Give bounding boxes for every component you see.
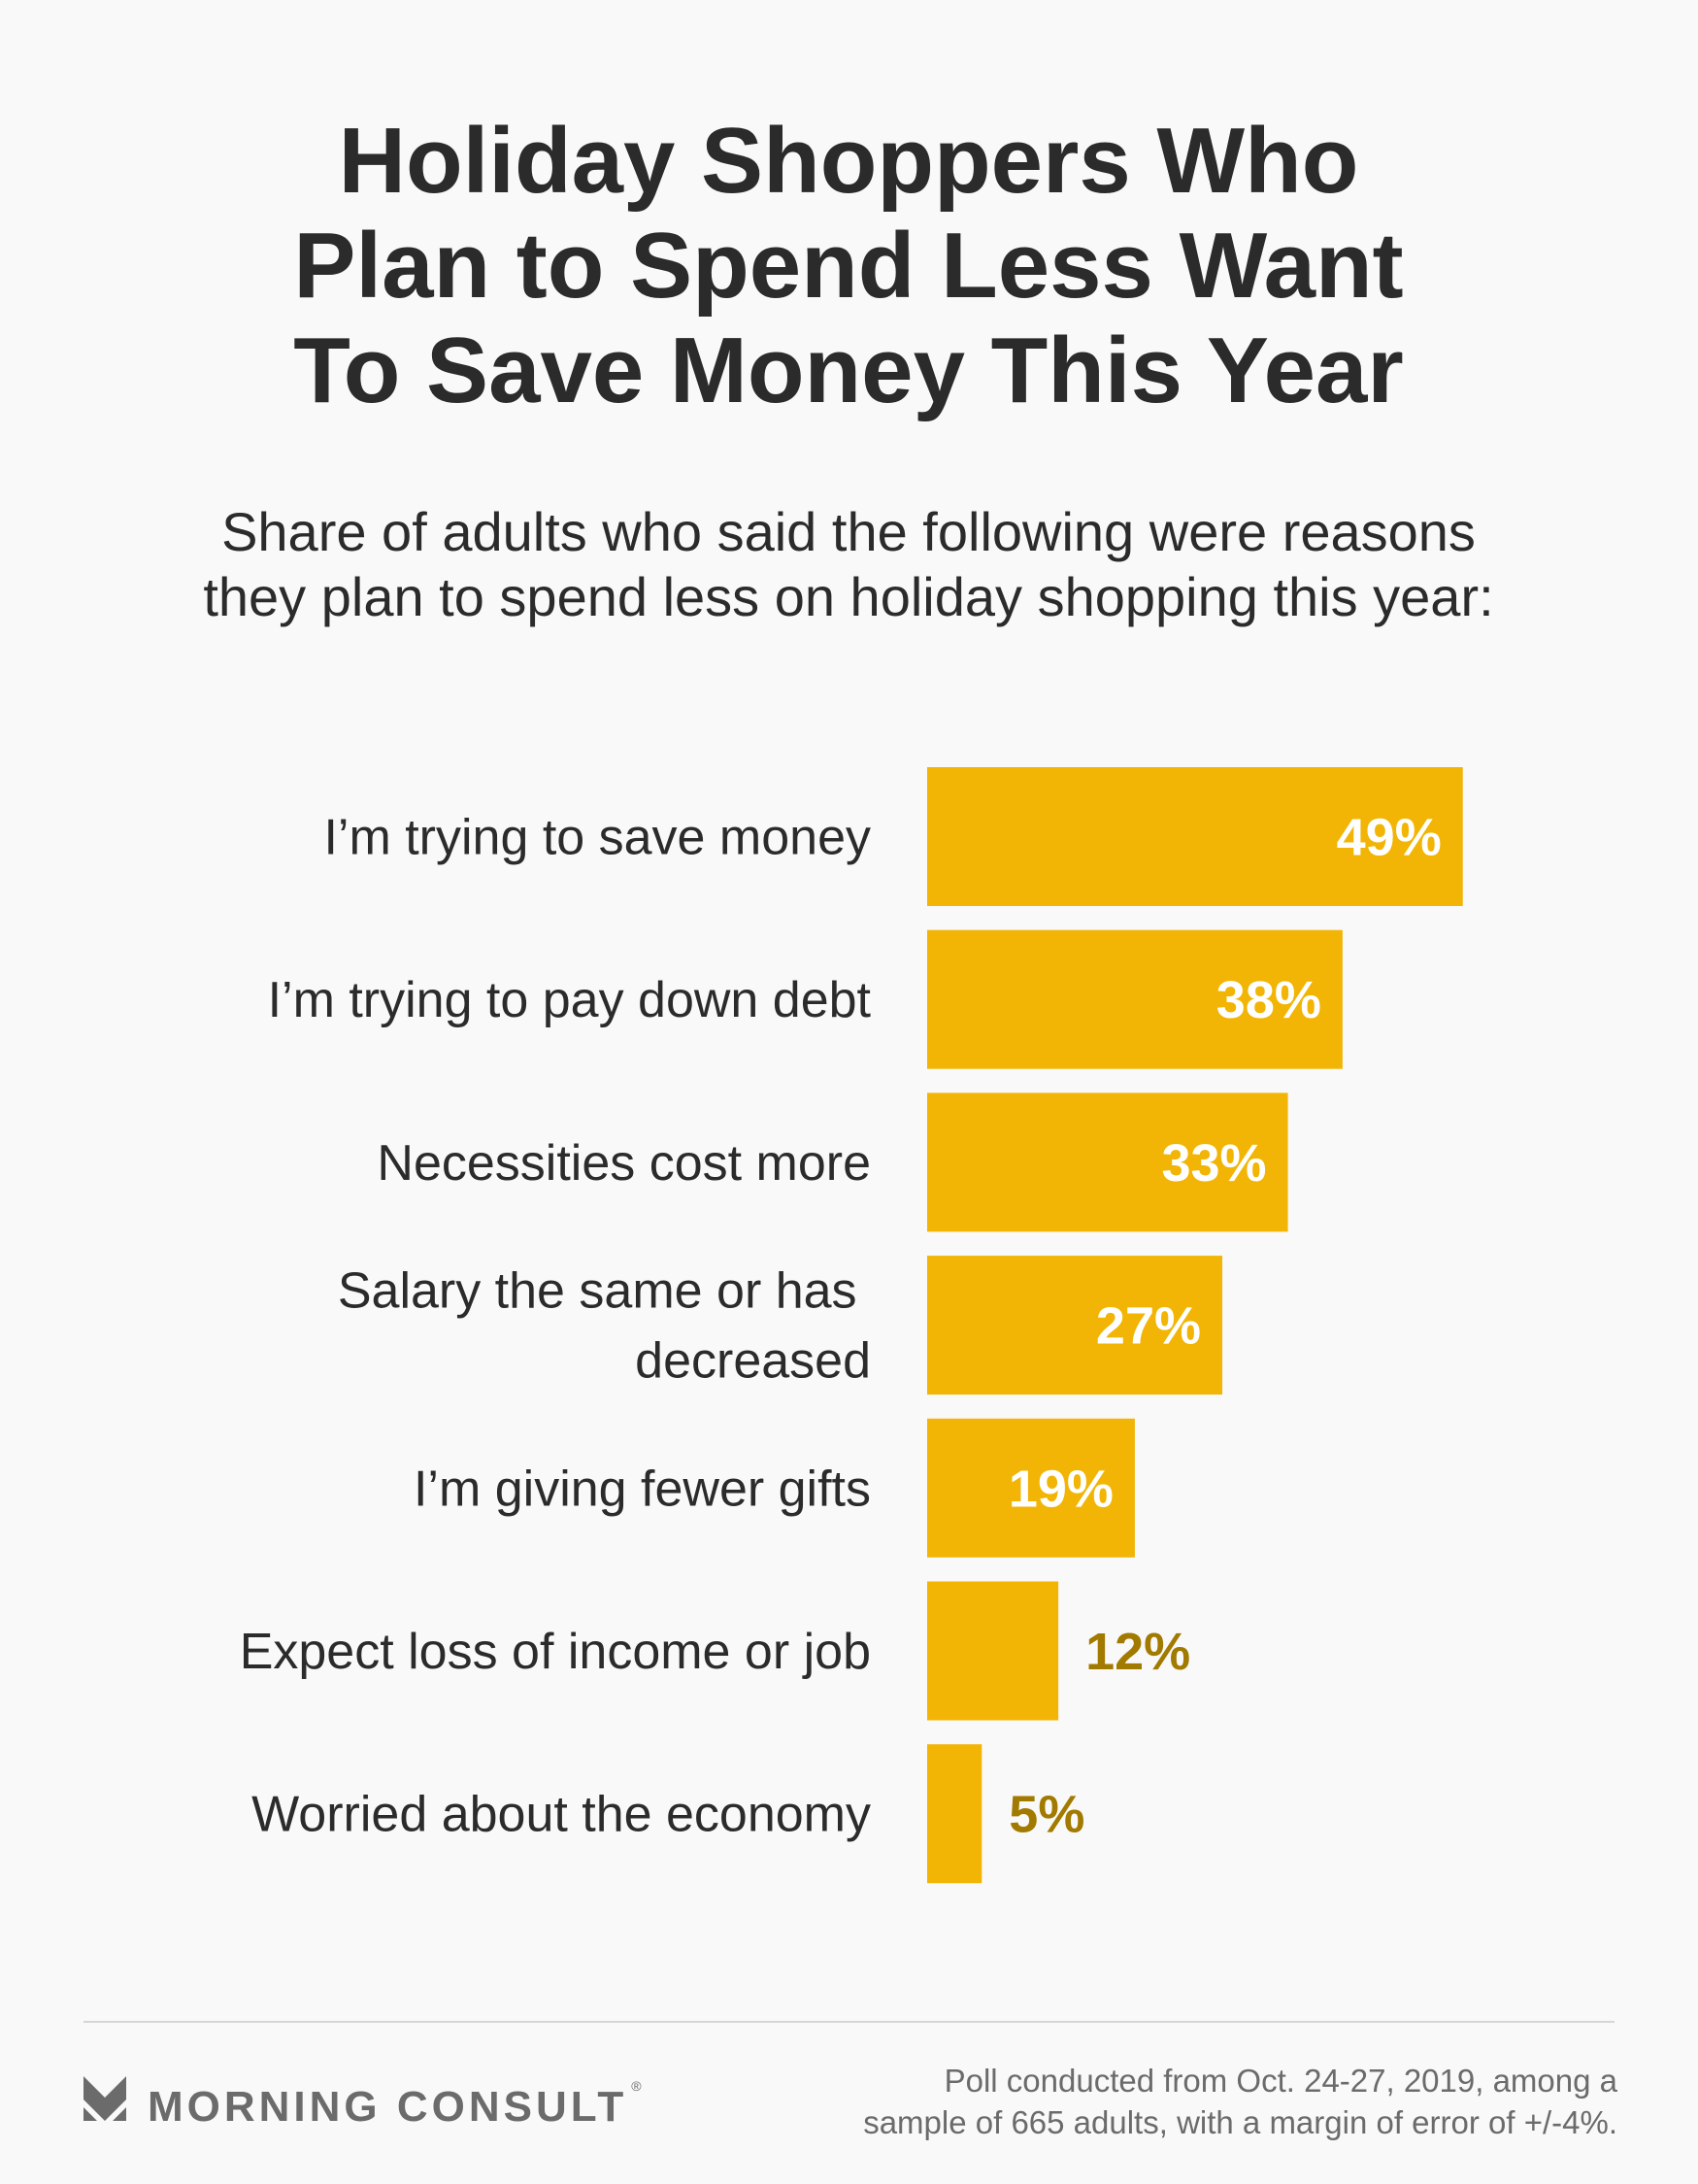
bar [927, 1744, 982, 1884]
value-label: 12% [1085, 1623, 1190, 1681]
bar [927, 929, 1343, 1069]
logo-text: MORNING CONSULT [148, 2083, 627, 2131]
chart-title: Holiday Shoppers Who [339, 109, 1359, 213]
footnote: sample of 665 adults, with a margin of e… [863, 2104, 1617, 2140]
bar [927, 1418, 1135, 1558]
bar [927, 1581, 1059, 1721]
bar [927, 767, 1463, 906]
logo-icon [83, 2076, 126, 2121]
value-label: 27% [1096, 1297, 1201, 1356]
value-label: 49% [1337, 809, 1442, 867]
category-label: Salary the same or has decreased [338, 1263, 871, 1390]
value-label: 38% [1216, 971, 1321, 1029]
chart-subtitle: Share of adults who said the following w… [221, 501, 1476, 562]
chart-subtitle: they plan to spend less on holiday shopp… [203, 566, 1493, 627]
category-label: Necessities cost more [377, 1135, 871, 1192]
value-label: 19% [1009, 1460, 1114, 1518]
footnote: Poll conducted from Oct. 24-27, 2019, am… [945, 2063, 1618, 2099]
category-label: I’m trying to pay down debt [268, 972, 872, 1028]
chart-title: Plan to Spend Less Want [293, 214, 1403, 318]
category-label: Expect loss of income or job [240, 1624, 871, 1680]
category-label: Worried about the economy [251, 1787, 871, 1843]
bar [927, 1092, 1288, 1232]
value-label: 33% [1161, 1134, 1266, 1193]
chart-title: To Save Money This Year [293, 319, 1404, 422]
category-label: I’m trying to save money [323, 810, 871, 866]
value-label: 5% [1009, 1786, 1084, 1844]
bar [927, 1256, 1223, 1395]
logo-mark: ® [631, 2078, 642, 2094]
category-label: I’m giving fewer gifts [414, 1461, 871, 1517]
